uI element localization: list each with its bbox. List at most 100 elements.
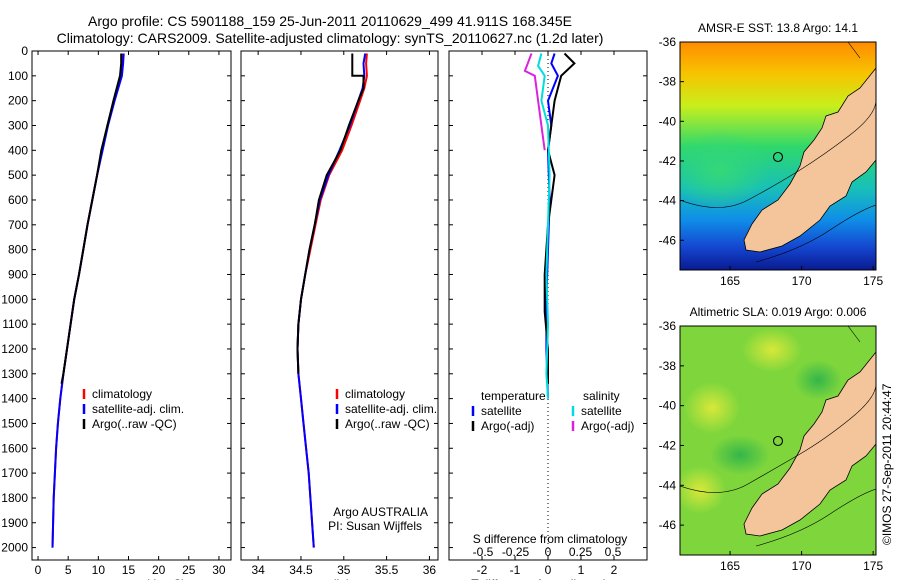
temperature-series-argo-raw-qc-: [60, 53, 123, 384]
map-y-tick-label: -36: [659, 319, 677, 333]
sla-map-axes: 165 170 175 -36 -38 -40 -42 -44 -46: [659, 319, 884, 573]
sst-map-title: AMSR-E SST: 13.8 Argo: 14.1: [698, 21, 858, 35]
sla-land: [743, 326, 876, 537]
sla-low-2: [794, 360, 842, 400]
temperature-axes-frame: [31, 50, 232, 561]
map-x-tick-label: 175: [863, 274, 883, 288]
difference-series-argo-adj-: [523, 53, 546, 151]
y-tick-label: 1000: [1, 292, 28, 306]
s-tick-label: -0.5: [473, 545, 494, 559]
salinity-axes-frame: [240, 50, 439, 561]
x-tick-label: 5: [65, 563, 72, 577]
y-tick-label: 300: [8, 118, 28, 132]
argo-location-marker-sla: [772, 435, 784, 447]
legend-label: Argo(..raw -QC): [345, 417, 430, 431]
x-tick-label: 35.5: [375, 563, 399, 577]
map-y-tick-label: -46: [659, 233, 677, 247]
y-tick-label: 1600: [1, 441, 28, 455]
x-tick-label: 0: [35, 563, 42, 577]
x-tick-label: 15: [122, 563, 136, 577]
map-y-tick-label: -42: [659, 154, 677, 168]
difference-series-satellite: [537, 53, 551, 399]
map-x-tick-label: 165: [720, 274, 740, 288]
salinity-panel: 34 34.5 35 35.5 36 salinity climatologysatelli…: [240, 50, 439, 580]
legend-title-salinity: salinity: [583, 389, 620, 403]
x-tick-label: 36: [423, 563, 437, 577]
salinity-series-argo-raw-qc-: [296, 53, 365, 374]
sla-high-1: [684, 382, 740, 434]
sst-map-axes: 165 170 175 -36 -38 -40 -42 -44 -46: [659, 35, 884, 288]
sla-map-title: Altimetric SLA: 0.019 Argo: 0.006: [690, 305, 867, 319]
map-y-tick-label: -40: [659, 114, 677, 128]
sla-high-2: [742, 328, 802, 372]
principal-investigator: PI: Susan Wijffels: [328, 519, 422, 533]
y-tick-label: 700: [8, 218, 28, 232]
y-tick-label: 900: [8, 267, 28, 281]
x-tick-label: -2: [477, 563, 488, 577]
map-y-tick-label: -46: [659, 518, 677, 532]
map-x-tick-label: 170: [792, 559, 812, 573]
map-y-tick-label: -42: [659, 438, 677, 452]
s-tick-label: 0.5: [605, 545, 622, 559]
y-tick-label: 1400: [1, 392, 28, 406]
sst-field-blob: [680, 130, 770, 210]
x-tick-label: 0: [545, 563, 552, 577]
y-tick-label: 1500: [1, 416, 28, 430]
map-x-tick-label: 165: [720, 559, 740, 573]
sst-map: AMSR-E SST: 13.8 Argo: 14.1 165 170 175 -36…: [659, 21, 884, 288]
y-tick-label: 1900: [1, 516, 28, 530]
figure-title-line2: Climatology: CARS2009. Satellite-adjuste…: [57, 30, 604, 46]
x-tick-label: 2: [611, 563, 618, 577]
legend-label: Argo(-adj): [581, 419, 634, 433]
s-tick-label: 0: [545, 545, 552, 559]
legend-label: Argo(-adj): [481, 419, 534, 433]
x-tick-label: 34.5: [289, 563, 313, 577]
s-tick-label: -0.25: [502, 545, 530, 559]
map-y-tick-label: -40: [659, 399, 677, 413]
y-tick-label: 1200: [1, 342, 28, 356]
x-tick-label: 30: [212, 563, 226, 577]
sla-map: Altimetric SLA: 0.019 Argo: 0.006 165 170…: [659, 305, 884, 573]
imos-credit: ©IMOS 27-Sep-2011 20:44:47: [880, 383, 894, 545]
y-tick-label: 500: [8, 168, 28, 182]
legend-label: satellite-adj. clim.: [345, 402, 437, 416]
map-y-tick-label: -38: [659, 75, 677, 89]
temperature-panel: 0 5 10 15 20 25 300100200300400500600700800900…: [1, 44, 232, 580]
difference-panel: -2 -1 0 1 2T difference from climatology S di…: [448, 50, 648, 580]
x-tick-label: 1: [578, 563, 585, 577]
y-tick-label: 0: [21, 44, 28, 58]
profile-panels: 0 5 10 15 20 25 300100200300400500600700800900…: [1, 44, 648, 580]
sla-map-frame: [679, 325, 877, 556]
sst-land: [743, 42, 876, 253]
y-tick-label: 1800: [1, 491, 28, 505]
legend-label: climatology: [345, 387, 405, 401]
map-y-tick-label: -44: [659, 478, 677, 492]
map-y-tick-label: -38: [659, 359, 677, 373]
difference-series-argo-adj-: [543, 52, 576, 384]
temperature-xlabel: temperature (deg C): [77, 577, 185, 580]
x-tick-label: 34: [251, 563, 265, 577]
s-difference-label: S difference from climatology: [473, 532, 628, 546]
legend-label: climatology: [92, 387, 152, 401]
s-tick-label: 0.25: [569, 545, 593, 559]
argo-location-marker: [772, 151, 784, 163]
x-tick-label: 25: [182, 563, 196, 577]
figure-title-line1: Argo profile: CS 5901188_159 25-Jun-2011…: [88, 13, 572, 29]
legend-label: satellite: [481, 404, 522, 418]
y-tick-label: 1300: [1, 367, 28, 381]
sla-contour: [680, 326, 876, 547]
y-tick-label: 400: [8, 143, 28, 157]
x-tick-label: 10: [92, 563, 106, 577]
legend-label: satellite: [581, 404, 622, 418]
map-y-tick-label: -36: [659, 35, 677, 49]
y-tick-label: 600: [8, 193, 28, 207]
argo-program: Argo AUSTRALIA: [333, 505, 428, 519]
y-tick-label: 1100: [2, 317, 28, 331]
y-tick-label: 1700: [1, 466, 28, 480]
legend-label: Argo(..raw -QC): [92, 417, 177, 431]
y-tick-label: 800: [8, 243, 28, 257]
sst-map-frame: [679, 41, 877, 271]
map-x-tick-label: 170: [792, 274, 812, 288]
sla-low-1: [710, 435, 770, 475]
legend-label: satellite-adj. clim.: [92, 402, 184, 416]
